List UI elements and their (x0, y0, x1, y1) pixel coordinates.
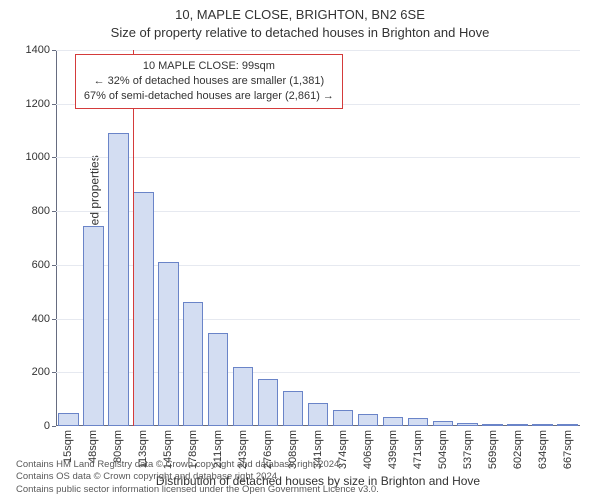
histogram-chart: Number of detached properties Distributi… (56, 50, 580, 426)
annotation-box: 10 MAPLE CLOSE: 99sqm← 32% of detached h… (75, 54, 343, 109)
annotation-line-3: 67% of semi-detached houses are larger (… (84, 89, 334, 104)
histogram-bar (208, 333, 228, 426)
ytick-mark (52, 265, 56, 266)
ytick-mark (52, 372, 56, 373)
ytick-label: 600 (32, 259, 50, 271)
ytick-label: 0 (44, 420, 50, 432)
histogram-bar (108, 133, 128, 426)
histogram-bar (433, 421, 453, 426)
ytick-mark (52, 211, 56, 212)
footer-line-2: Contains OS data © Crown copyright and d… (16, 471, 379, 483)
xtick-label: 439sqm (387, 430, 399, 469)
histogram-bar (133, 192, 153, 426)
ytick-label: 400 (32, 313, 50, 325)
histogram-bar (308, 403, 328, 426)
ytick-label: 1200 (26, 98, 50, 110)
y-axis-line (56, 50, 57, 426)
histogram-bar (532, 424, 552, 426)
ytick-mark (52, 104, 56, 105)
histogram-bar (258, 379, 278, 426)
page-title-line1: 10, MAPLE CLOSE, BRIGHTON, BN2 6SE (0, 6, 600, 24)
footer-line-1: Contains HM Land Registry data © Crown c… (16, 459, 379, 471)
annotation-line-2: ← 32% of detached houses are smaller (1,… (84, 74, 334, 89)
histogram-bar (183, 302, 203, 426)
xtick-label: 667sqm (562, 430, 574, 469)
footer-line-3: Contains public sector information licen… (16, 484, 379, 496)
ytick-mark (52, 426, 56, 427)
histogram-bar (507, 424, 527, 426)
histogram-bar (233, 367, 253, 426)
histogram-bar (383, 417, 403, 426)
footer-attribution: Contains HM Land Registry data © Crown c… (16, 459, 379, 496)
histogram-bar (557, 424, 577, 426)
ytick-mark (52, 319, 56, 320)
histogram-bar (283, 391, 303, 426)
xtick-label: 471sqm (412, 430, 424, 469)
xtick-label: 634sqm (537, 430, 549, 469)
histogram-bar (83, 226, 103, 426)
xtick-label: 602sqm (512, 430, 524, 469)
xtick-label: 569sqm (487, 430, 499, 469)
ytick-label: 200 (32, 366, 50, 378)
histogram-bar (482, 424, 502, 426)
page-title-line2: Size of property relative to detached ho… (0, 24, 600, 42)
histogram-bar (158, 262, 178, 426)
ytick-label: 1400 (26, 44, 50, 56)
ytick-label: 1000 (26, 151, 50, 163)
ytick-mark (52, 157, 56, 158)
annotation-line-1: 10 MAPLE CLOSE: 99sqm (84, 59, 334, 74)
histogram-bar (58, 413, 78, 426)
ytick-label: 800 (32, 205, 50, 217)
ytick-mark (52, 50, 56, 51)
histogram-bar (457, 423, 477, 426)
histogram-bar (358, 414, 378, 426)
gridline (56, 157, 580, 158)
xtick-label: 537sqm (462, 430, 474, 469)
xtick-label: 504sqm (437, 430, 449, 469)
gridline (56, 50, 580, 51)
histogram-bar (333, 410, 353, 426)
histogram-bar (408, 418, 428, 426)
